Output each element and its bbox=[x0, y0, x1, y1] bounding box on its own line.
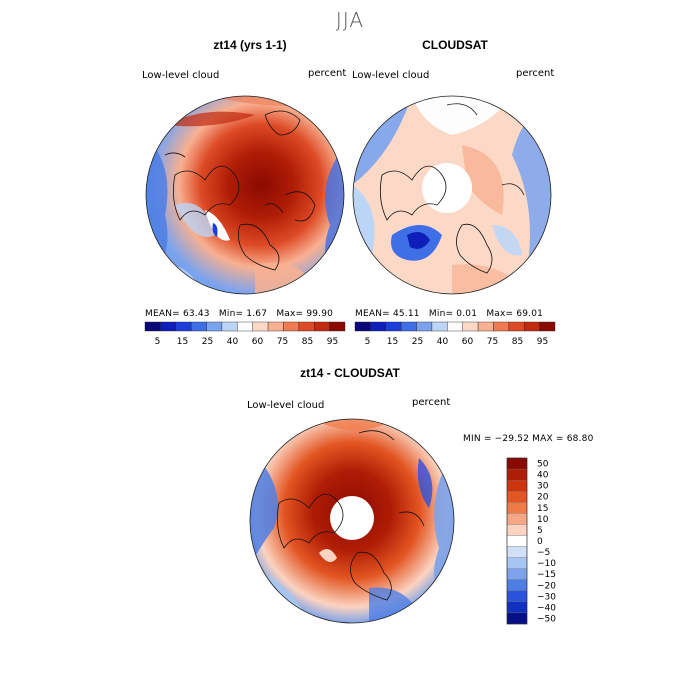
difference-colorbar-swatch bbox=[506, 513, 528, 525]
right-colorbar-tick-label: 75 bbox=[487, 337, 498, 347]
right-mean-value: 45.11 bbox=[392, 309, 420, 319]
left-colorbar-swatch bbox=[221, 321, 238, 332]
right-stats: MEAN= 45.11 Min= 0.01 Max= 69.01 bbox=[355, 309, 544, 319]
difference-colorbar-tick-label: 10 bbox=[537, 515, 549, 525]
difference-colorbar-swatch bbox=[506, 502, 528, 514]
right-colorbar-swatch bbox=[493, 321, 510, 332]
right-colorbar-swatch bbox=[431, 321, 448, 332]
bottom-variable-label: Low-level cloud bbox=[247, 400, 325, 411]
bottom-range-text: MIN = −29.52 MAX = 68.80 bbox=[463, 434, 594, 444]
difference-colorbar-tick-label: 50 bbox=[537, 460, 549, 470]
difference-colorbar-swatch bbox=[506, 491, 528, 503]
difference-colorbar-swatch bbox=[506, 612, 528, 625]
bottom-units-label: percent bbox=[412, 397, 451, 408]
difference-colorbar-swatch bbox=[506, 590, 528, 603]
right-colorbar-swatch bbox=[416, 321, 433, 332]
left-stats: MEAN= 63.43 Min= 1.67 Max= 99.90 bbox=[145, 309, 334, 319]
right-colorbar-tick-label: 25 bbox=[412, 337, 423, 347]
left-colorbar-swatch bbox=[329, 321, 346, 332]
bottom-panel-title: zt14 - CLOUDSAT bbox=[300, 366, 400, 380]
left-max-value: 99.90 bbox=[306, 309, 334, 319]
difference-colorbar-tick-label: 30 bbox=[537, 482, 549, 492]
difference-colorbar-tick-label: −10 bbox=[537, 559, 556, 569]
left-colorbar-tick-label: 60 bbox=[252, 337, 264, 347]
right-colorbar-tick-label: 15 bbox=[387, 337, 398, 347]
right-colorbar-swatch bbox=[370, 321, 386, 332]
difference-colorbar-tick-label: 20 bbox=[537, 493, 549, 503]
difference-colorbar-tick-label: −50 bbox=[537, 614, 556, 624]
right-colorbar-tick-label: 95 bbox=[537, 337, 548, 347]
difference-colorbar-tick-label: −20 bbox=[537, 581, 556, 591]
difference-colorbar-swatch bbox=[506, 557, 528, 569]
left-colorbar-swatch bbox=[190, 321, 207, 332]
right-colorbar-tick-label: 60 bbox=[462, 337, 474, 347]
right-colorbar-tick-label: 85 bbox=[512, 337, 523, 347]
right-colorbar-swatch bbox=[539, 321, 556, 332]
right-colorbar-swatch bbox=[462, 321, 479, 332]
difference-colorbar-tick-label: −40 bbox=[537, 603, 556, 613]
left-colorbar-swatch bbox=[267, 321, 284, 332]
left-colorbar-swatch bbox=[314, 321, 330, 332]
right-variable-label: Low-level cloud bbox=[352, 70, 430, 81]
right-colorbar-swatch bbox=[447, 321, 463, 332]
left-colorbar-tick-label: 40 bbox=[227, 337, 239, 347]
difference-colorbar-tick-label: −5 bbox=[537, 548, 550, 558]
difference-colorbar-tick-label: 0 bbox=[537, 537, 543, 547]
left-polar-map bbox=[145, 95, 345, 295]
difference-colorbar-tick-label: −15 bbox=[537, 570, 556, 580]
difference-colorbar-tick-label: 40 bbox=[537, 471, 549, 481]
difference-colorbar-swatch bbox=[506, 524, 528, 536]
difference-colorbar-swatch bbox=[506, 579, 528, 591]
bottom-polar-map bbox=[249, 418, 455, 624]
difference-colorbar-tick-label: −30 bbox=[537, 592, 556, 602]
right-min-value: 0.01 bbox=[456, 309, 478, 319]
right-colorbar: 5 15 25 40 60 75 85 95 bbox=[354, 321, 556, 347]
difference-colorbar-swatch bbox=[506, 535, 528, 547]
left-units-label: percent bbox=[308, 68, 347, 79]
difference-colorbar-swatch bbox=[506, 457, 528, 470]
left-min-value: 1.67 bbox=[246, 309, 268, 319]
left-variable-label: Low-level cloud bbox=[142, 70, 220, 81]
left-colorbar-tick-label: 95 bbox=[327, 337, 338, 347]
left-colorbar-swatch bbox=[206, 321, 223, 332]
right-colorbar-swatch bbox=[508, 321, 525, 332]
right-colorbar-swatch bbox=[400, 321, 417, 332]
left-colorbar-tick-label: 25 bbox=[202, 337, 213, 347]
left-colorbar-swatch bbox=[237, 321, 253, 332]
right-colorbar-tick-label: 40 bbox=[437, 337, 449, 347]
left-colorbar-tick-label: 75 bbox=[277, 337, 288, 347]
difference-colorbar-tick-label: 5 bbox=[537, 526, 543, 536]
figure-title: JJA bbox=[335, 8, 365, 32]
right-polar-map bbox=[352, 95, 552, 295]
left-colorbar: 5 15 25 40 60 75 85 95 bbox=[144, 321, 346, 347]
right-units-label: percent bbox=[516, 68, 555, 79]
left-colorbar-swatch bbox=[144, 321, 161, 332]
difference-colorbar-tick-label: 15 bbox=[537, 504, 548, 514]
right-colorbar-swatch bbox=[477, 321, 494, 332]
right-colorbar-tick-label: 5 bbox=[365, 337, 371, 347]
left-panel-title: zt14 (yrs 1-1) bbox=[213, 38, 287, 52]
left-colorbar-tick-label: 15 bbox=[177, 337, 188, 347]
right-panel-title: CLOUDSAT bbox=[422, 38, 488, 52]
left-colorbar-swatch bbox=[298, 321, 315, 332]
difference-colorbar-swatch bbox=[506, 468, 528, 481]
left-mean-value: 63.43 bbox=[182, 309, 210, 319]
right-max-value: 69.01 bbox=[516, 309, 544, 319]
left-colorbar-swatch bbox=[252, 321, 269, 332]
left-colorbar-swatch bbox=[283, 321, 300, 332]
difference-colorbar-swatch bbox=[506, 568, 528, 580]
right-colorbar-swatch bbox=[354, 321, 371, 332]
right-colorbar-swatch bbox=[385, 321, 402, 332]
left-colorbar-swatch bbox=[175, 321, 192, 332]
left-colorbar-tick-label: 85 bbox=[302, 337, 313, 347]
right-colorbar-swatch bbox=[524, 321, 540, 332]
difference-colorbar-swatch bbox=[506, 546, 528, 558]
left-colorbar-tick-label: 5 bbox=[155, 337, 161, 347]
difference-colorbar-swatch bbox=[506, 479, 528, 492]
difference-colorbar-swatch bbox=[506, 601, 528, 614]
left-colorbar-swatch bbox=[160, 321, 176, 332]
